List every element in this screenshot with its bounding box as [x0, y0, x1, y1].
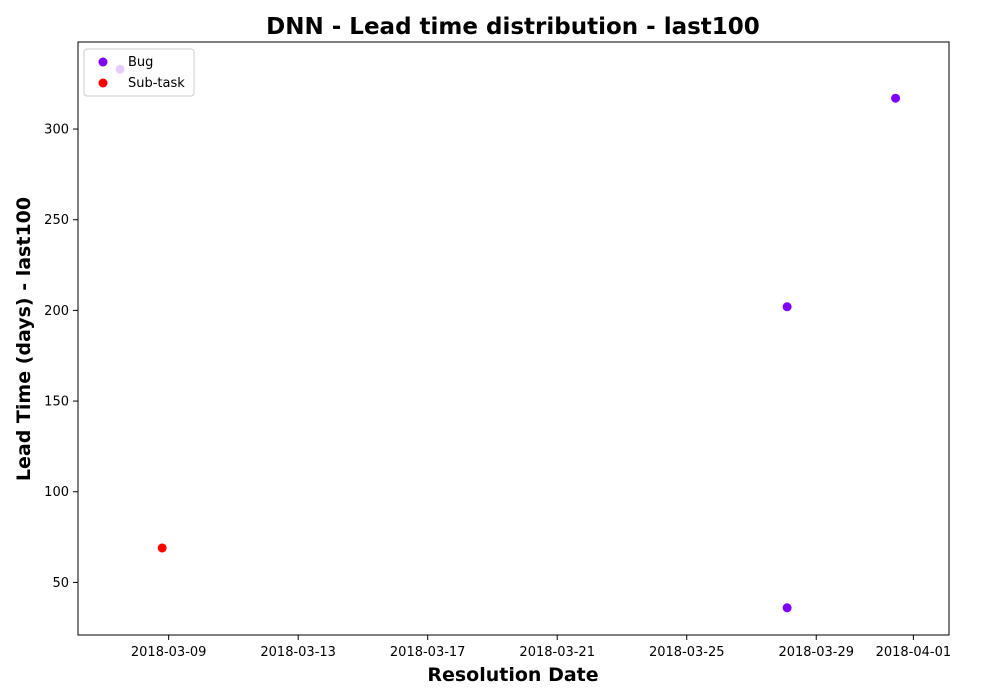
y-tick-label: 300: [44, 123, 69, 138]
data-point-bug: [782, 302, 792, 312]
legend-label-sub-task: Sub-task: [128, 76, 185, 91]
legend-label-bug: Bug: [128, 55, 153, 70]
x-tick-label: 2018-03-09: [131, 645, 207, 660]
legend-box: [83, 48, 195, 97]
x-axis-label: Resolution Date: [427, 664, 598, 686]
y-tick-label: 200: [44, 304, 69, 319]
y-tick-label: 250: [44, 213, 69, 228]
y-tick-label: 100: [44, 485, 69, 500]
y-tick-label: 150: [44, 395, 69, 410]
legend-marker-bug: [98, 57, 108, 67]
x-axis-ticks: 2018-03-09 2018-03-13 2018-03-17 2018-03-21…: [131, 635, 951, 660]
y-axis-ticks: 50 100 150 200 250 300: [44, 123, 78, 591]
x-tick-label: 2018-03-21: [519, 645, 595, 660]
data-points: [115, 64, 901, 613]
data-point-bug: [891, 93, 901, 103]
legend-marker-sub-task: [98, 78, 108, 88]
plot-frame: [77, 41, 950, 636]
x-tick-label: 2018-03-17: [390, 645, 466, 660]
chart-title: DNN - Lead time distribution - last100: [266, 14, 760, 40]
y-tick-label: 50: [52, 576, 69, 591]
legend: Bug Sub-task: [83, 48, 195, 97]
x-tick-label: 2018-03-13: [260, 645, 336, 660]
x-tick-label: 2018-03-29: [778, 645, 854, 660]
y-axis-label: Lead Time (days) - last100: [13, 197, 35, 481]
data-point-bug: [782, 603, 792, 613]
x-tick-label: 2018-04-01: [876, 645, 952, 660]
data-point-sub-task: [157, 543, 167, 553]
x-tick-label: 2018-03-25: [649, 645, 725, 660]
